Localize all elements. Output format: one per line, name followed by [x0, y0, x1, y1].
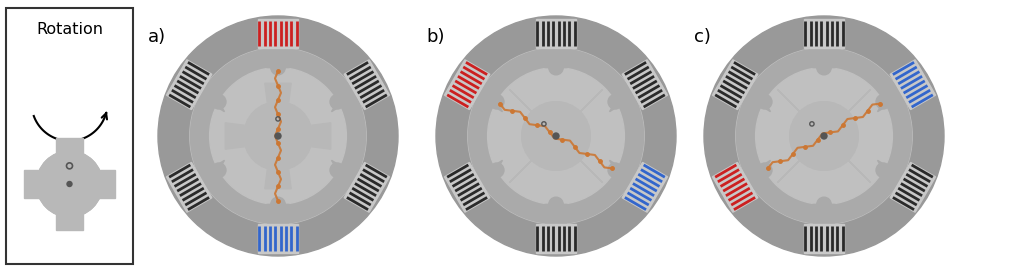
- Polygon shape: [743, 160, 770, 189]
- Polygon shape: [623, 60, 668, 110]
- Text: c): c): [694, 28, 711, 46]
- Polygon shape: [265, 170, 291, 189]
- Circle shape: [522, 102, 590, 170]
- Circle shape: [758, 163, 772, 177]
- Polygon shape: [777, 89, 808, 120]
- Polygon shape: [890, 60, 936, 110]
- Circle shape: [758, 95, 772, 109]
- Polygon shape: [55, 139, 83, 156]
- Text: a): a): [148, 28, 166, 46]
- Polygon shape: [623, 163, 668, 212]
- Polygon shape: [444, 163, 489, 212]
- Polygon shape: [536, 19, 577, 48]
- Polygon shape: [713, 60, 758, 110]
- Polygon shape: [312, 123, 331, 149]
- Circle shape: [468, 48, 644, 224]
- Circle shape: [877, 95, 891, 109]
- Polygon shape: [609, 83, 637, 112]
- Circle shape: [549, 60, 563, 75]
- Circle shape: [705, 16, 944, 256]
- Polygon shape: [197, 160, 224, 189]
- Polygon shape: [197, 83, 224, 112]
- Circle shape: [468, 48, 644, 224]
- Text: b): b): [426, 28, 444, 46]
- Circle shape: [549, 197, 563, 212]
- Circle shape: [190, 48, 366, 224]
- Circle shape: [270, 60, 286, 75]
- Polygon shape: [97, 170, 115, 198]
- Polygon shape: [743, 83, 770, 112]
- Circle shape: [877, 163, 891, 177]
- Polygon shape: [878, 83, 905, 112]
- Circle shape: [212, 95, 226, 109]
- FancyBboxPatch shape: [6, 8, 133, 264]
- Polygon shape: [572, 153, 603, 183]
- Polygon shape: [258, 19, 298, 48]
- Circle shape: [821, 133, 827, 139]
- Circle shape: [189, 48, 367, 224]
- Polygon shape: [265, 83, 291, 102]
- Circle shape: [37, 151, 102, 217]
- Circle shape: [608, 95, 623, 109]
- Polygon shape: [609, 160, 637, 189]
- Circle shape: [736, 48, 911, 224]
- Polygon shape: [813, 205, 836, 224]
- Circle shape: [210, 68, 346, 205]
- Circle shape: [212, 163, 226, 177]
- Circle shape: [67, 182, 72, 187]
- Circle shape: [244, 102, 312, 170]
- Polygon shape: [167, 60, 212, 110]
- Polygon shape: [545, 205, 567, 224]
- Circle shape: [790, 102, 858, 170]
- Circle shape: [158, 16, 398, 256]
- Polygon shape: [24, 170, 41, 198]
- Polygon shape: [536, 224, 577, 253]
- Polygon shape: [572, 89, 603, 120]
- Polygon shape: [713, 163, 758, 212]
- Circle shape: [330, 163, 344, 177]
- Circle shape: [244, 102, 312, 170]
- Polygon shape: [444, 60, 489, 110]
- Polygon shape: [475, 160, 503, 189]
- Text: Rotation: Rotation: [36, 23, 103, 38]
- Polygon shape: [804, 19, 845, 48]
- Circle shape: [436, 16, 676, 256]
- Polygon shape: [332, 83, 359, 112]
- Circle shape: [817, 60, 831, 75]
- Circle shape: [270, 197, 286, 212]
- Circle shape: [489, 95, 504, 109]
- Polygon shape: [545, 48, 567, 68]
- Circle shape: [553, 133, 559, 139]
- Polygon shape: [841, 153, 870, 183]
- Polygon shape: [167, 163, 212, 212]
- Circle shape: [608, 163, 623, 177]
- Polygon shape: [841, 89, 870, 120]
- Polygon shape: [813, 48, 836, 68]
- Circle shape: [522, 102, 590, 170]
- Circle shape: [790, 102, 858, 170]
- Circle shape: [275, 133, 281, 139]
- Polygon shape: [332, 160, 359, 189]
- Circle shape: [487, 68, 625, 205]
- Polygon shape: [344, 163, 389, 212]
- Circle shape: [736, 48, 912, 224]
- Polygon shape: [475, 83, 503, 112]
- Polygon shape: [258, 224, 298, 253]
- Polygon shape: [890, 163, 936, 212]
- Polygon shape: [509, 89, 540, 120]
- Polygon shape: [509, 153, 540, 183]
- Circle shape: [756, 68, 892, 205]
- Circle shape: [330, 95, 344, 109]
- Circle shape: [817, 197, 831, 212]
- Polygon shape: [225, 123, 244, 149]
- Polygon shape: [777, 153, 808, 183]
- Circle shape: [489, 163, 504, 177]
- Polygon shape: [344, 60, 389, 110]
- Polygon shape: [804, 224, 845, 253]
- Polygon shape: [266, 48, 290, 68]
- Polygon shape: [878, 160, 905, 189]
- Circle shape: [37, 151, 102, 217]
- Polygon shape: [55, 212, 83, 230]
- Polygon shape: [266, 205, 290, 224]
